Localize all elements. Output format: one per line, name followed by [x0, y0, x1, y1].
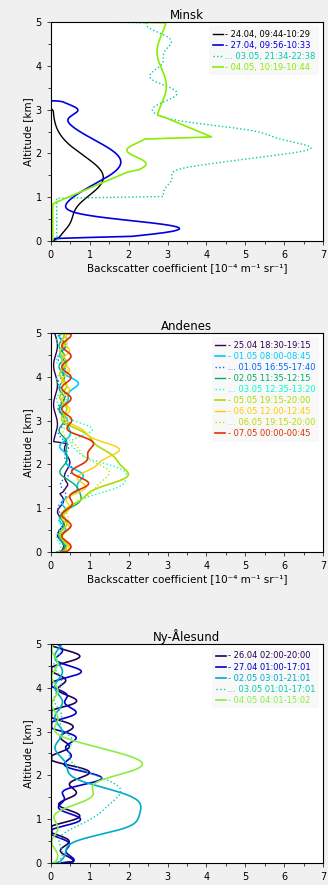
X-axis label: Backscatter coefficient [10⁻⁴ m⁻¹ sr⁻¹]: Backscatter coefficient [10⁻⁴ m⁻¹ sr⁻¹] — [87, 573, 287, 584]
Legend: - 26.04 02:00-20:00, - 27.04 01:00-17:01, - 02.05 03:01-21:01, ... 03.05 01:01-1: - 26.04 02:00-20:00, - 27.04 01:00-17:01… — [212, 648, 319, 708]
Legend: - 24.04, 09:44-10:29, - 27.04, 09:56-10:33, ... 03.05, 21:34-22:38, - 04.05, 10:: - 24.04, 09:44-10:29, - 27.04, 09:56-10:… — [209, 27, 319, 75]
Title: Ny-Ålesund: Ny-Ålesund — [153, 629, 221, 644]
Title: Andenes: Andenes — [161, 320, 213, 333]
Y-axis label: Altitude [km]: Altitude [km] — [23, 719, 33, 788]
Y-axis label: Altitude [km]: Altitude [km] — [23, 97, 33, 166]
Title: Minsk: Minsk — [170, 9, 204, 22]
Legend: - 25.04 18:30-19:15, - 01.05 08:00-08:45, ... 01.05 16:55-17:40, - 02.05 11:35-1: - 25.04 18:30-19:15, - 01.05 08:00-08:45… — [212, 337, 319, 442]
X-axis label: Backscatter coefficient [10⁻⁴ m⁻¹ sr⁻¹]: Backscatter coefficient [10⁻⁴ m⁻¹ sr⁻¹] — [87, 263, 287, 273]
Y-axis label: Altitude [km]: Altitude [km] — [23, 408, 33, 477]
